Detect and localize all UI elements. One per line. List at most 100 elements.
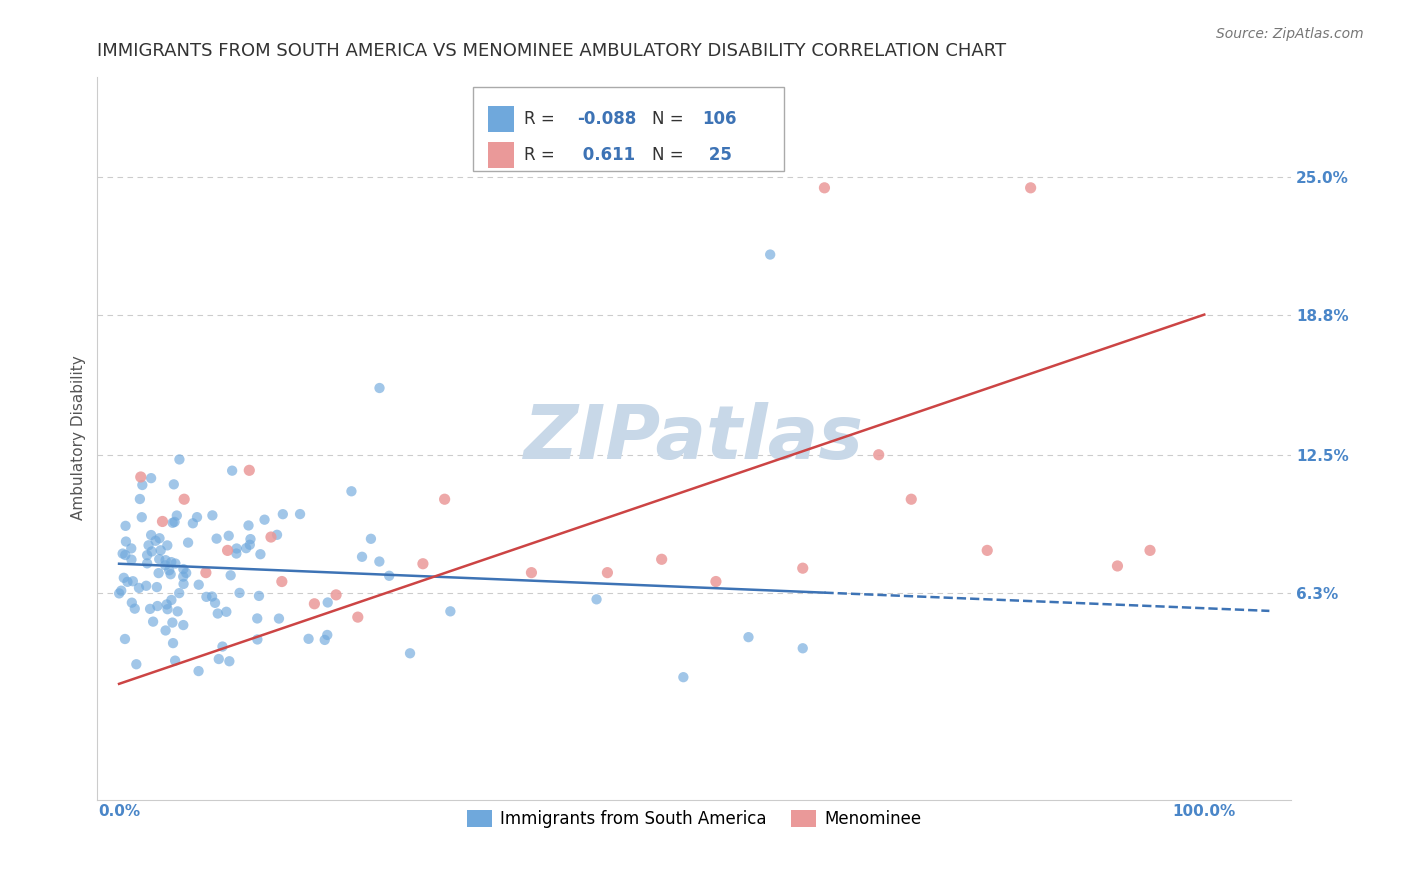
Point xyxy=(110,583,132,598)
Point xyxy=(156,538,179,552)
Text: IMMIGRANTS FROM SOUTH AMERICA VS MENOMINEE AMBULATORY DISABILITY CORRELATION CHA: IMMIGRANTS FROM SOUTH AMERICA VS MENOMIN… xyxy=(97,42,1007,60)
Point xyxy=(146,599,169,613)
Point xyxy=(704,574,727,589)
Point xyxy=(157,563,180,577)
Point xyxy=(160,593,183,607)
Point xyxy=(759,247,782,261)
Point xyxy=(162,615,184,630)
Point xyxy=(131,510,153,524)
Point xyxy=(141,544,163,558)
Point xyxy=(350,549,373,564)
Y-axis label: Ambulatory Disability: Ambulatory Disability xyxy=(72,356,86,520)
Point xyxy=(186,510,208,524)
Point xyxy=(173,492,195,507)
Point xyxy=(152,515,174,529)
Point xyxy=(194,566,217,580)
Point xyxy=(136,557,159,571)
Point xyxy=(360,532,382,546)
Point xyxy=(155,624,177,638)
Point xyxy=(325,588,347,602)
Point xyxy=(792,561,814,575)
Point xyxy=(208,652,231,666)
Point xyxy=(868,448,890,462)
Point xyxy=(221,464,243,478)
Point xyxy=(163,515,186,529)
Point xyxy=(316,595,339,609)
Point xyxy=(166,508,188,523)
Point xyxy=(297,632,319,646)
Point xyxy=(378,568,401,582)
Point xyxy=(136,548,159,562)
Point xyxy=(316,628,339,642)
Point xyxy=(156,602,179,616)
Point xyxy=(246,611,269,625)
Point xyxy=(167,586,190,600)
Point xyxy=(172,562,194,576)
Point xyxy=(201,508,224,523)
Point xyxy=(187,664,209,678)
Point xyxy=(288,507,311,521)
Point xyxy=(177,535,200,549)
Point xyxy=(181,516,204,531)
Point xyxy=(148,566,170,581)
Point xyxy=(165,557,187,571)
Point xyxy=(1107,558,1129,573)
Point xyxy=(1019,181,1042,195)
Point xyxy=(146,580,169,594)
Point xyxy=(439,604,461,618)
Point xyxy=(737,630,759,644)
Point xyxy=(155,553,177,567)
Point xyxy=(900,492,922,507)
Point xyxy=(117,574,139,589)
Point xyxy=(225,547,247,561)
Point xyxy=(139,528,162,542)
Text: N =: N = xyxy=(652,145,689,163)
Point xyxy=(120,541,142,556)
Point xyxy=(585,592,607,607)
Text: -0.088: -0.088 xyxy=(578,110,637,128)
Point xyxy=(121,552,143,566)
Point xyxy=(172,569,194,583)
Point xyxy=(433,492,456,507)
Point xyxy=(235,541,257,556)
Point xyxy=(368,555,391,569)
Point xyxy=(156,598,179,612)
Point xyxy=(346,610,368,624)
Point xyxy=(135,579,157,593)
Point xyxy=(340,484,363,499)
Point xyxy=(160,555,183,569)
Point xyxy=(128,491,150,506)
Point xyxy=(128,581,150,595)
Point xyxy=(368,381,391,395)
Point xyxy=(114,519,136,533)
Point xyxy=(149,543,172,558)
Point xyxy=(162,636,184,650)
Bar xyxy=(488,105,515,131)
Point xyxy=(163,477,186,491)
Point xyxy=(813,181,835,195)
Point xyxy=(187,578,209,592)
Point xyxy=(174,566,197,580)
Point xyxy=(218,654,240,668)
Point xyxy=(247,589,270,603)
Point xyxy=(125,657,148,672)
Point xyxy=(399,646,422,660)
Point xyxy=(139,471,162,485)
Point xyxy=(239,538,262,552)
Legend: Immigrants from South America, Menominee: Immigrants from South America, Menominee xyxy=(460,803,928,835)
Point xyxy=(114,632,136,646)
Point xyxy=(792,641,814,656)
Point xyxy=(270,574,292,589)
Point xyxy=(204,596,226,610)
Point xyxy=(205,532,228,546)
Point xyxy=(115,534,138,549)
Point xyxy=(304,597,326,611)
Point xyxy=(207,607,229,621)
Point xyxy=(124,601,146,615)
Point xyxy=(271,507,294,521)
Point xyxy=(596,566,619,580)
Point xyxy=(672,670,695,684)
Point xyxy=(217,543,239,558)
Point xyxy=(201,590,224,604)
Point xyxy=(260,530,283,544)
